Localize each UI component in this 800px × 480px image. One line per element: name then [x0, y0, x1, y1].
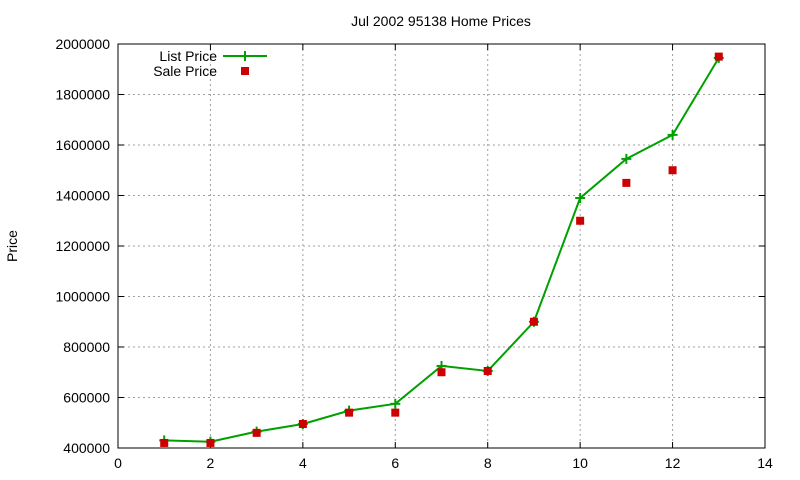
y-tick-label: 1400000 [55, 188, 110, 204]
sale-price-point [714, 52, 723, 61]
y-tick-label: 600000 [63, 390, 110, 406]
legend-label-sale-price: Sale Price [153, 63, 217, 79]
y-tick-label: 1000000 [55, 289, 110, 305]
sale-price-point [483, 366, 492, 375]
sale-price-point [576, 216, 585, 225]
x-tick-label: 10 [572, 455, 588, 471]
tick-layer: 0 2 4 6 8 10 12 14 400000 600000 800000 1000000 1200… [55, 36, 773, 471]
legend: List Price Sale Price [153, 48, 267, 79]
y-tick-label: 1600000 [55, 137, 110, 153]
y-tick-label: 800000 [63, 339, 110, 355]
y-tick-label: 1200000 [55, 238, 110, 254]
y-tick-label: 400000 [63, 440, 110, 456]
sale-price-point [668, 166, 677, 175]
list-price-line [164, 57, 720, 443]
sale-price-point [529, 317, 538, 326]
x-tick-label: 12 [665, 455, 681, 471]
list-price-point [667, 129, 678, 140]
y-tick-label: 2000000 [55, 36, 110, 52]
x-tick-label: 14 [757, 455, 773, 471]
y-axis-label: Price [4, 230, 20, 262]
sale-price-point [160, 438, 169, 447]
series-layer [159, 52, 724, 447]
legend-swatch-sale-price [241, 67, 249, 75]
plot-frame [117, 43, 766, 449]
sale-price-point [391, 408, 400, 417]
legend-swatch-list-price [223, 51, 267, 61]
x-tick-label: 0 [114, 455, 122, 471]
x-tick-label: 8 [484, 455, 492, 471]
y-tick-label: 1800000 [55, 87, 110, 103]
sale-price-point [252, 428, 261, 437]
sale-price-point [437, 368, 446, 377]
x-tick-label: 6 [391, 455, 399, 471]
sale-price-point [298, 420, 307, 429]
grid-layer [118, 44, 765, 448]
sale-price-point [622, 178, 631, 187]
x-tick-label: 2 [207, 455, 215, 471]
x-tick-label: 4 [299, 455, 307, 471]
legend-label-list-price: List Price [159, 48, 217, 64]
sale-price-point [345, 408, 354, 417]
list-price-point [390, 398, 401, 409]
chart-title: Jul 2002 95138 Home Prices [351, 13, 531, 29]
sale-price-point [206, 438, 215, 447]
list-price-point [621, 153, 632, 164]
list-price-point [575, 193, 586, 204]
